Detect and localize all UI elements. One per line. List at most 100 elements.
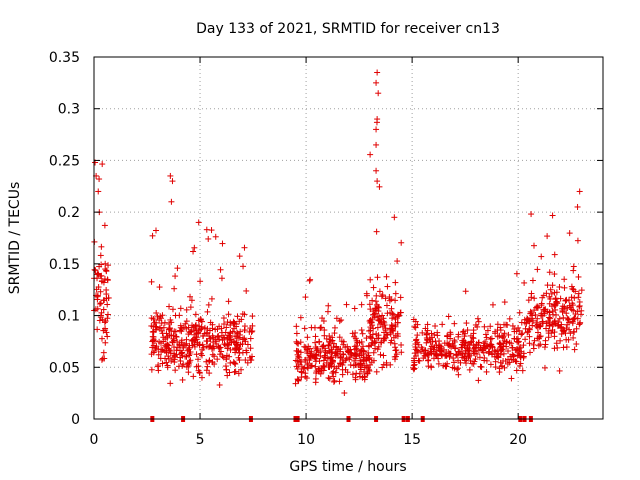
data-point	[367, 151, 374, 158]
data-point	[542, 308, 549, 315]
axis-ticks	[93, 56, 603, 420]
data-point	[298, 374, 305, 381]
data-point	[370, 284, 377, 291]
data-point	[154, 313, 161, 320]
data-point	[216, 344, 223, 351]
data-point	[188, 328, 195, 335]
data-point	[196, 369, 203, 376]
data-point	[99, 161, 106, 168]
data-point	[222, 363, 229, 370]
data-point	[226, 369, 233, 376]
data-point	[212, 326, 219, 333]
data-point	[241, 244, 248, 251]
data-point	[212, 233, 219, 240]
data-point	[570, 263, 577, 270]
data-point	[432, 351, 439, 358]
data-point	[507, 353, 514, 360]
data-point	[389, 315, 396, 322]
data-point	[574, 203, 581, 210]
data-point	[227, 346, 234, 353]
data-point	[552, 296, 559, 303]
data-point	[221, 340, 228, 347]
data-point	[481, 323, 488, 330]
data-point	[317, 370, 324, 377]
data-point	[534, 304, 541, 311]
data-point	[440, 362, 447, 369]
data-point	[98, 356, 105, 363]
data-point	[571, 329, 578, 336]
data-point	[566, 230, 573, 237]
data-point	[97, 300, 104, 307]
data-point	[492, 358, 499, 365]
data-point	[564, 321, 571, 328]
data-point	[552, 306, 559, 313]
data-point	[332, 369, 339, 376]
data-point	[177, 322, 184, 329]
data-point	[463, 360, 470, 367]
data-point	[242, 357, 249, 364]
data-point	[515, 324, 522, 331]
data-point	[521, 316, 528, 323]
data-point	[101, 275, 108, 282]
data-point	[102, 260, 109, 267]
data-point	[361, 376, 368, 383]
data-point	[326, 375, 333, 382]
data-point	[352, 374, 359, 381]
data-point	[163, 359, 170, 366]
data-point	[501, 299, 508, 306]
data-point	[447, 350, 454, 357]
data-point	[392, 297, 399, 304]
data-point	[182, 320, 189, 327]
data-point	[148, 366, 155, 373]
data-point	[464, 327, 471, 334]
data-point	[475, 377, 482, 384]
data-point	[216, 381, 223, 388]
data-point	[217, 266, 224, 273]
data-point	[574, 237, 581, 244]
data-point	[294, 351, 301, 358]
data-point	[497, 327, 504, 334]
data-point	[451, 337, 458, 344]
data-point	[292, 357, 299, 364]
data-point	[98, 243, 105, 250]
data-point	[303, 375, 310, 382]
data-point	[224, 319, 231, 326]
data-point	[551, 303, 558, 310]
data-point	[392, 290, 399, 297]
data-point	[516, 362, 523, 369]
data-point	[516, 327, 523, 334]
data-point	[101, 319, 108, 326]
data-point	[380, 315, 387, 322]
data-point	[484, 343, 491, 350]
data-point	[548, 290, 555, 297]
data-point	[203, 337, 210, 344]
x-tick-label: 5	[196, 432, 205, 448]
data-point	[360, 343, 367, 350]
data-point	[571, 315, 578, 322]
data-point	[575, 290, 582, 297]
data-point	[155, 351, 162, 358]
data-point	[364, 370, 371, 377]
x-tick-label: 20	[509, 432, 527, 448]
data-point	[309, 362, 316, 369]
data-point	[210, 334, 217, 341]
data-point	[534, 315, 541, 322]
data-point	[463, 320, 470, 327]
data-point	[151, 348, 158, 355]
data-point	[461, 355, 468, 362]
data-point	[94, 270, 101, 277]
data-point	[506, 339, 513, 346]
data-point	[571, 346, 578, 353]
data-point	[427, 345, 434, 352]
data-point	[174, 339, 181, 346]
data-point	[98, 261, 105, 268]
data-point	[307, 276, 314, 283]
data-point	[173, 333, 180, 340]
data-point	[410, 362, 417, 369]
data-point	[446, 353, 453, 360]
data-point	[570, 267, 577, 274]
data-point	[372, 345, 379, 352]
data-point	[554, 300, 561, 307]
data-point	[324, 308, 331, 315]
data-point	[435, 355, 442, 362]
